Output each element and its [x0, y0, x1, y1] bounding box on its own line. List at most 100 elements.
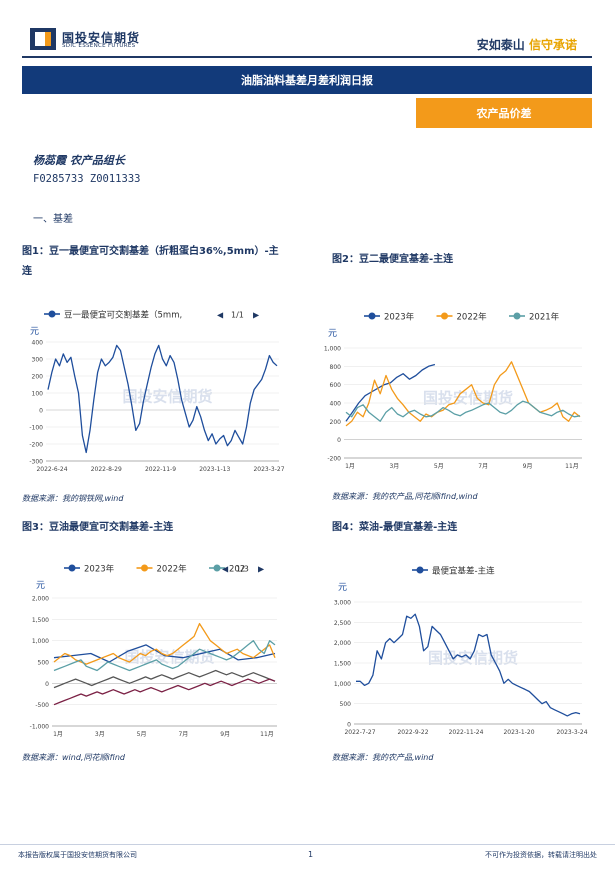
y-tick-label: 0 — [45, 681, 49, 688]
figure2-source: 数据来源：我的农产品,同花顺ifind,wind — [332, 492, 478, 501]
y-tick-label: 1,500 — [334, 661, 351, 668]
y-tick-label: 600 — [330, 382, 342, 389]
y-tick-label: 200 — [32, 374, 44, 381]
figure4-title: 图4：菜油-最便宜基差-主连 — [332, 522, 458, 533]
slogan-part1: 安如泰山 — [476, 38, 525, 52]
pager-next-icon: ▶ — [253, 311, 260, 320]
legend-marker — [213, 564, 221, 572]
x-tick-label: 7月 — [178, 731, 188, 738]
x-tick-label: 7月 — [478, 463, 488, 470]
x-tick-label: 1月 — [53, 731, 63, 738]
x-tick-label: 5月 — [434, 463, 444, 470]
footer-divider — [0, 844, 615, 845]
x-tick-label: 2022-11-9 — [145, 466, 176, 473]
figure4-source: 数据来源：我的农产品,wind — [332, 753, 434, 762]
x-tick-label: 9月 — [523, 463, 533, 470]
y-tick-label: 2,000 — [334, 640, 351, 647]
y-tick-label: 200 — [330, 419, 342, 426]
x-tick-label: 11月 — [260, 731, 274, 738]
x-tick-label: 3月 — [389, 463, 399, 470]
legend-marker — [48, 310, 56, 318]
figure1-source: 数据来源：我的钢铁网,wind — [22, 494, 124, 503]
y-tick-label: 3,000 — [334, 600, 351, 607]
y-tick-label: 300 — [32, 357, 44, 364]
section-heading: 一、基差 — [33, 214, 73, 225]
y-tick-label: -100 — [29, 425, 43, 432]
x-tick-label: 2023-3-24 — [556, 729, 587, 736]
figure3-source: 数据来源：wind,同花顺ifind — [22, 753, 125, 762]
y-tick-label: 800 — [330, 364, 342, 371]
series-line-5 — [53, 678, 276, 706]
watermark: 国投安信期货 — [428, 649, 518, 667]
legend-marker — [141, 564, 148, 572]
y-tick-label: 2,000 — [32, 596, 49, 603]
y-tick-label: 0 — [347, 722, 351, 729]
watermark: 国投安信期货 — [123, 388, 213, 406]
header-divider — [22, 56, 592, 58]
certificates: F0285733 Z0011333 — [33, 173, 141, 185]
x-tick-label: 2022-6-24 — [36, 466, 67, 473]
y-tick-label: 1,000 — [324, 346, 341, 353]
watermark: 国投安信期货 — [423, 389, 513, 407]
series-line-1 — [47, 344, 278, 454]
x-tick-label: 2023-1-20 — [503, 729, 534, 736]
y-tick-label: 1,500 — [32, 617, 49, 624]
report-title: 油脂油料基差月差利润日报 — [22, 66, 592, 94]
y-tick-label: 400 — [330, 401, 342, 408]
legend-label: 2023年 — [384, 312, 415, 323]
figure3-title: 图3：豆油最便宜可交割基差-主连 — [22, 522, 174, 533]
company-logo-icon — [30, 28, 56, 50]
x-tick-label: 3月 — [95, 731, 105, 738]
y-tick-label: 500 — [38, 660, 50, 667]
pager-next-icon: ▶ — [258, 565, 265, 574]
legend-marker — [368, 312, 376, 320]
legend-marker — [68, 564, 76, 572]
pager-prev-icon: ◀ — [217, 311, 224, 320]
y-tick-label: 2,500 — [334, 620, 351, 627]
y-tick-label: 100 — [32, 391, 44, 398]
x-tick-label: 11月 — [565, 463, 579, 470]
x-tick-label: 2023-1-13 — [199, 466, 230, 473]
y-tick-label: 500 — [340, 701, 352, 708]
y-tick-label: -1,000 — [30, 724, 50, 731]
series-line-1 — [53, 644, 276, 663]
series-line-3 — [345, 400, 581, 422]
x-tick-label: 2022-8-29 — [91, 466, 122, 473]
legend-marker — [416, 566, 424, 574]
series-line-1 — [345, 363, 436, 422]
y-tick-label: -200 — [327, 456, 341, 463]
x-tick-label: 5月 — [137, 731, 147, 738]
legend-label: 最便宜基差-主连 — [432, 566, 495, 577]
category-tag: 农产品价差 — [416, 98, 592, 128]
x-tick-label: 2022-9-22 — [397, 729, 428, 736]
axis-unit: 元 — [36, 581, 45, 591]
footer-disclaimer: 不可作为投资依据，转载请注明出处 — [485, 851, 597, 859]
axis-unit: 元 — [338, 583, 347, 593]
y-tick-label: 0 — [39, 408, 43, 415]
legend-marker — [513, 312, 521, 320]
figure1-title: 图1：豆一最便宜可交割基差（折粗蛋白36%,5mm）-主连 — [22, 246, 279, 277]
legend-label: 2022年 — [457, 312, 488, 323]
pager-label: 1/3 — [236, 565, 249, 574]
series-line-3 — [53, 640, 276, 672]
company-name-en: SDIC ESSENCE FUTURES — [62, 43, 136, 49]
y-tick-label: 1,000 — [32, 638, 49, 645]
y-tick-label: -200 — [29, 442, 43, 449]
watermark: 国投安信期货 — [125, 648, 215, 666]
figure2-title: 图2：豆二最便宜基差-主连 — [332, 254, 454, 265]
author: 杨蕊霞 农产品组长 — [33, 154, 125, 167]
legend-label: 202 — [229, 565, 245, 575]
slogan-part2: 信守承诺 — [528, 38, 577, 52]
y-tick-label: 1,000 — [334, 681, 351, 688]
legend-label: 豆一最便宜可交割基差（5mm, — [64, 310, 182, 321]
legend-label: 2021年 — [529, 312, 560, 323]
x-tick-label: 2023-3-27 — [253, 466, 284, 473]
pager-label: 1/1 — [231, 311, 244, 320]
x-tick-label: 1月 — [345, 463, 355, 470]
slogan: 安如泰山 信守承诺 — [477, 36, 577, 53]
series-line-1 — [356, 613, 581, 717]
axis-unit: 元 — [328, 329, 337, 339]
